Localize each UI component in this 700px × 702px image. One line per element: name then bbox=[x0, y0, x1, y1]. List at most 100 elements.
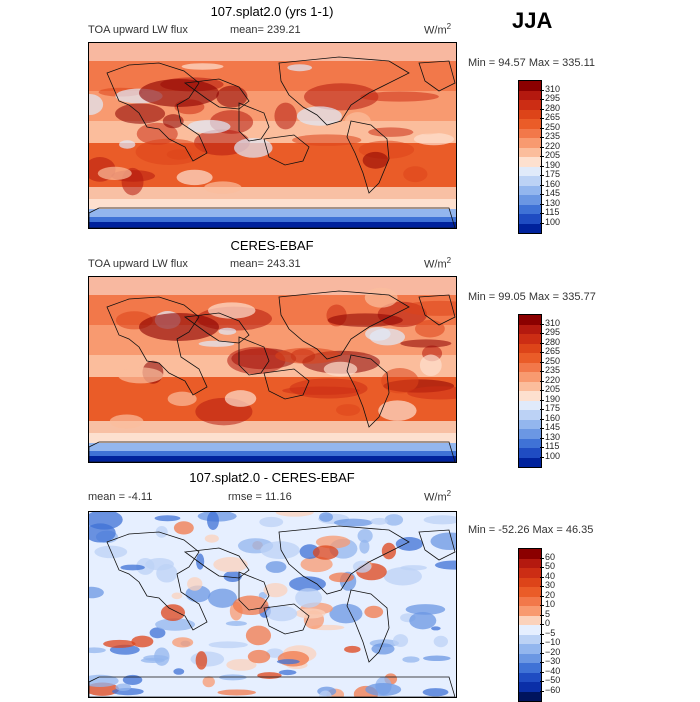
panel-3-field-blob bbox=[329, 603, 363, 624]
panel-3-colorbar-swatch bbox=[519, 653, 541, 663]
panel-3-field-blob bbox=[405, 604, 446, 615]
panel-2-field-band bbox=[89, 421, 456, 433]
panel-3-field-blob bbox=[122, 674, 143, 685]
panel-3-field-blob bbox=[359, 539, 370, 554]
panel-2-colorbar-tick-label: 190 bbox=[545, 393, 561, 404]
panel-2-colorbar-swatch bbox=[519, 362, 541, 372]
panel-2-colorbar-tick-label: 280 bbox=[545, 336, 561, 347]
panel-3-field-blob bbox=[173, 521, 194, 535]
panel-2-colorbar-swatch bbox=[519, 334, 541, 344]
panel-3-field-blob bbox=[103, 639, 136, 648]
panel-1-colorbar-tick-mark bbox=[540, 137, 544, 138]
panel-3-colorbar-tick-mark bbox=[540, 633, 544, 635]
panel-2-field-blob bbox=[275, 347, 341, 364]
panel-2-colorbar-tick-mark bbox=[540, 418, 544, 420]
panel-1-colorbar-swatch bbox=[519, 166, 541, 176]
panel-3-field-blob bbox=[295, 588, 322, 608]
panel-2-colorbar-swatch bbox=[519, 343, 541, 353]
panel-3-field-blob bbox=[140, 657, 165, 663]
panel-3-field-blob bbox=[225, 620, 247, 627]
panel-1-colorbar-tick-mark bbox=[540, 127, 544, 129]
panel-1-mean: mean= 239.21 bbox=[230, 24, 301, 36]
panel-3-title: 107.splat2.0 - CERES-EBAF bbox=[189, 470, 355, 485]
panel-3-colorbar-tick-label: −60 bbox=[545, 684, 561, 695]
panel-1-colorbar-swatch bbox=[519, 147, 541, 157]
panel-3-field-blob bbox=[392, 634, 409, 648]
panel-3-field-blob bbox=[365, 683, 402, 696]
panel-3-field-blob bbox=[266, 648, 284, 658]
panel-1-colorbar-tick-label: 220 bbox=[545, 140, 561, 151]
panel-3-field-blob bbox=[266, 605, 298, 622]
panel-1-field-blob bbox=[403, 166, 428, 183]
panel-1-field-blob bbox=[204, 181, 242, 194]
panel-2-field-blob bbox=[400, 339, 452, 348]
panel-2-field-blob bbox=[400, 300, 456, 316]
panel-2-field-blob bbox=[336, 404, 361, 416]
panel-3-colorbar-tick-label: 60 bbox=[545, 551, 556, 562]
panel-2-colorbar-tick-label: 250 bbox=[545, 355, 561, 366]
panel-3-field-blob bbox=[395, 537, 423, 551]
panel-3-field-blob bbox=[155, 525, 168, 538]
panel-3-field-blob bbox=[258, 592, 268, 600]
panel-3-field-blob bbox=[409, 611, 437, 630]
panel-3-colorbar-swatch bbox=[519, 558, 541, 568]
panel-2-colorbar-swatch bbox=[519, 438, 541, 448]
panel-2-colorbar-tick-mark bbox=[540, 323, 544, 325]
panel-1-coastline bbox=[106, 62, 208, 162]
panel-2-field-blob bbox=[118, 367, 164, 384]
panel-3-colorbar-swatch bbox=[519, 634, 541, 644]
panel-3-field-blob bbox=[433, 635, 448, 648]
panel-3-field-blob bbox=[383, 567, 422, 586]
panel-3-colorbar-tick-mark bbox=[540, 605, 544, 606]
panel-1-colorbar-swatch bbox=[519, 157, 541, 167]
panel-3-field-blob bbox=[226, 658, 257, 671]
panel-3-field-blob bbox=[295, 608, 326, 619]
panel-2-coastline bbox=[263, 368, 310, 400]
panel-3-field-blob bbox=[430, 532, 456, 551]
panel-3-field-blob bbox=[344, 645, 361, 653]
panel-1-field-label: TOA upward LW flux bbox=[88, 24, 188, 36]
panel-3-colorbar-swatch bbox=[519, 568, 541, 578]
panel-3-field-blob bbox=[312, 545, 339, 560]
panel-3-field-blob bbox=[207, 512, 219, 530]
panel-3-field-blob bbox=[400, 565, 427, 571]
panel-2-colorbar-tick-mark bbox=[540, 361, 544, 363]
panel-3-colorbar-swatch bbox=[519, 663, 541, 673]
panel-1-field-blob bbox=[344, 112, 371, 132]
panel-2-field-blob bbox=[327, 313, 403, 327]
panel-1-field-blob bbox=[368, 127, 414, 137]
panel-1-colorbar-swatch bbox=[519, 214, 541, 224]
panel-1-colorbar-tick-mark bbox=[540, 146, 544, 148]
panel-3-field-blob bbox=[149, 627, 166, 639]
panel-1-colorbar-swatch bbox=[519, 223, 541, 233]
panel-1-field-blob bbox=[181, 63, 224, 70]
panel-1-field-blob bbox=[89, 93, 104, 115]
panel-2-field-blob bbox=[419, 354, 442, 377]
panel-1-coastline bbox=[346, 120, 390, 194]
panel-2-colorbar-swatch bbox=[519, 324, 541, 334]
panel-3-field-blob bbox=[423, 515, 456, 525]
panel-3-colorbar-tick-label: 10 bbox=[545, 599, 556, 609]
panel-2-field-band bbox=[89, 456, 456, 462]
panel-3-field-blob bbox=[247, 649, 271, 664]
panel-2-field-blob bbox=[369, 328, 406, 346]
panel-3-colorbar-swatch bbox=[519, 596, 541, 606]
panel-2-colorbar-tick-label: 295 bbox=[545, 327, 561, 337]
panel-2-colorbar-tick-mark bbox=[540, 456, 544, 458]
panel-1-field-band bbox=[89, 199, 456, 209]
panel-2-coastline bbox=[278, 290, 410, 360]
panel-1-colorbar-tick-label: 100 bbox=[545, 216, 561, 227]
panel-2-mean: mean= 243.31 bbox=[230, 258, 301, 270]
panel-1-colorbar-swatch bbox=[519, 109, 541, 119]
panel-2-colorbar-tick-label: 145 bbox=[545, 422, 561, 432]
panel-2-colorbar-tick-label: 205 bbox=[545, 384, 561, 394]
panel-3-field-blob bbox=[232, 595, 269, 616]
panel-3-field-blob bbox=[402, 656, 420, 663]
panel-3-field-blob bbox=[260, 541, 300, 560]
panel-3-colorbar-tick-mark bbox=[540, 643, 544, 644]
panel-3-colorbar-tick-mark bbox=[540, 671, 544, 673]
panel-3-field-blob bbox=[89, 674, 119, 688]
panel-3-field-blob bbox=[319, 512, 333, 522]
panel-2-field-blob bbox=[198, 340, 235, 347]
panel-2-colorbar-strip bbox=[518, 314, 542, 468]
